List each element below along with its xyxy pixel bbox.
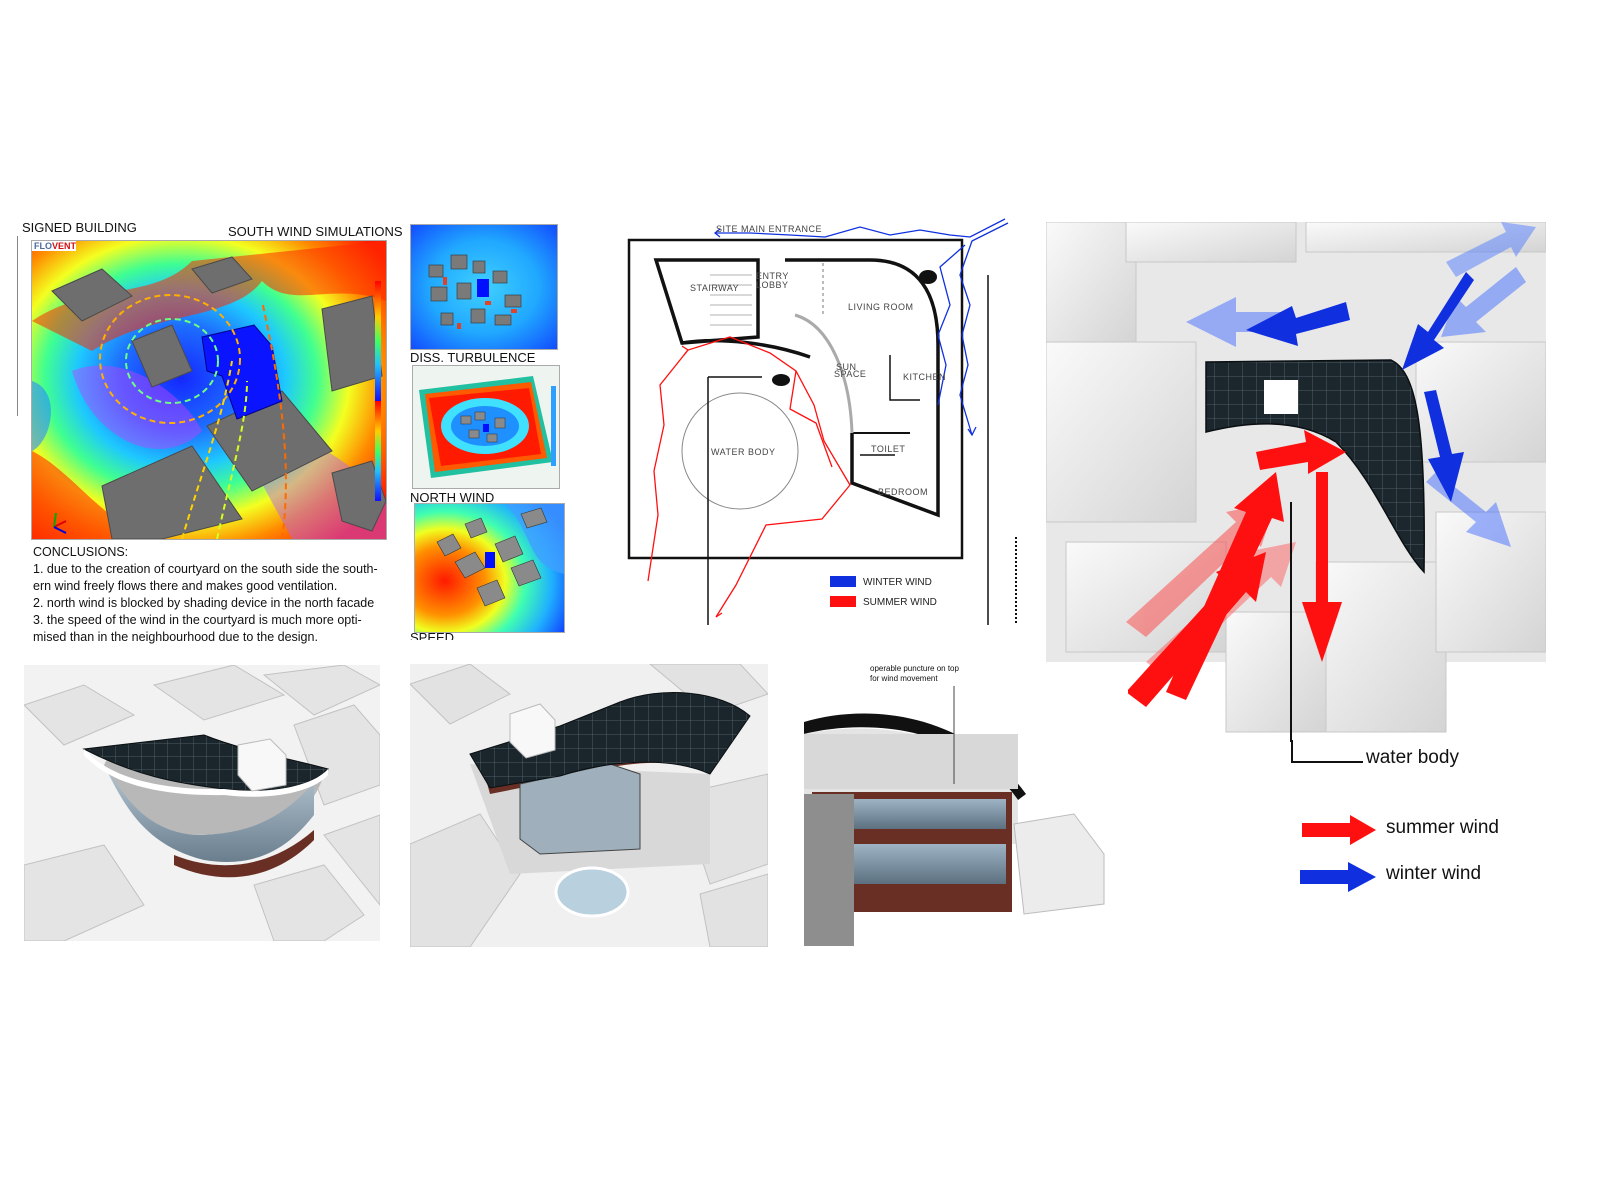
margin-rule — [17, 236, 18, 416]
puncture-annotation: operable puncture on top for wind moveme… — [870, 664, 959, 684]
speed-label: SPEED — [410, 630, 455, 640]
conclusions-block: CONCLUSIONS: 1. due to the creation of c… — [33, 544, 393, 646]
south-wind-simulation: FLOVENT — [31, 240, 387, 540]
kitchen-label: KITCHEN — [903, 372, 946, 382]
water-body-leader-line — [1291, 740, 1293, 762]
bedroom-label: BEDROOM — [878, 487, 928, 497]
sun-space-label-2: SPACE — [834, 369, 866, 379]
small-sim-top — [410, 224, 558, 350]
conclusion-line: 2. north wind is blocked by shading devi… — [33, 596, 375, 610]
conclusion-line: 3. the speed of the wind in the courtyar… — [33, 613, 362, 627]
winter-wind-legend-arrow — [1300, 862, 1376, 897]
signed-building-title: SIGNED BUILDING — [22, 220, 137, 235]
sun-space-label-1: SUN — [836, 362, 857, 372]
floor-plan: SITE MAIN ENTRANCE STAIRWAY ENTRY LOBBY … — [620, 215, 1020, 627]
water-body-plan-label: WATER BODY — [711, 447, 776, 457]
render-section — [804, 664, 1128, 946]
conclusion-line: mised than in the neighbourhood due to t… — [33, 630, 318, 644]
render-aerial-1 — [24, 665, 380, 941]
speed-label-crop: SPEED — [410, 630, 470, 640]
site-entrance-label: SITE MAIN ENTRANCE — [716, 224, 822, 234]
wind-flow-3d-diagram — [1046, 222, 1546, 742]
south-wind-title: SOUTH WIND SIMULATIONS — [228, 224, 403, 239]
small-sim-turbulence — [412, 365, 560, 489]
legend-summer-wind-label: SUMMER WIND — [863, 597, 937, 608]
winter-wind-legend-label: winter wind — [1386, 863, 1482, 884]
summer-wind-legend-label: summer wind — [1386, 817, 1499, 838]
water-body-label: water body — [1366, 747, 1459, 768]
flovent-logo: FLOVENT — [34, 241, 76, 251]
legend-winter-wind-label: WINTER WIND — [863, 577, 932, 588]
puncture-annotation-line1: operable puncture on top — [870, 664, 959, 673]
conclusion-line: ern wind freely flows there and makes go… — [33, 579, 338, 593]
water-body-leader-horizontal — [1291, 761, 1363, 763]
conclusion-line: 1. due to the creation of courtyard on t… — [33, 562, 378, 576]
toilet-label: TOILET — [871, 444, 905, 454]
render-aerial-2 — [410, 664, 768, 947]
stairway-label: STAIRWAY — [690, 283, 739, 293]
puncture-annotation-line2: for wind movement — [870, 674, 938, 683]
flovent-logo-flo: FLO — [34, 241, 52, 251]
entry-lobby-label-1: ENTRY — [756, 271, 789, 281]
living-room-label: LIVING ROOM — [848, 302, 914, 312]
small-sim-north-wind — [414, 503, 565, 633]
diss-turbulence-label: DISS. TURBULENCE — [410, 350, 536, 365]
summer-wind-legend-arrow — [1302, 815, 1376, 850]
conclusions-heading: CONCLUSIONS: — [33, 545, 129, 559]
flovent-logo-vent: VENT — [52, 241, 77, 251]
north-wind-label: NORTH WIND — [410, 490, 495, 505]
entry-lobby-label-2: LOBBY — [756, 280, 789, 290]
